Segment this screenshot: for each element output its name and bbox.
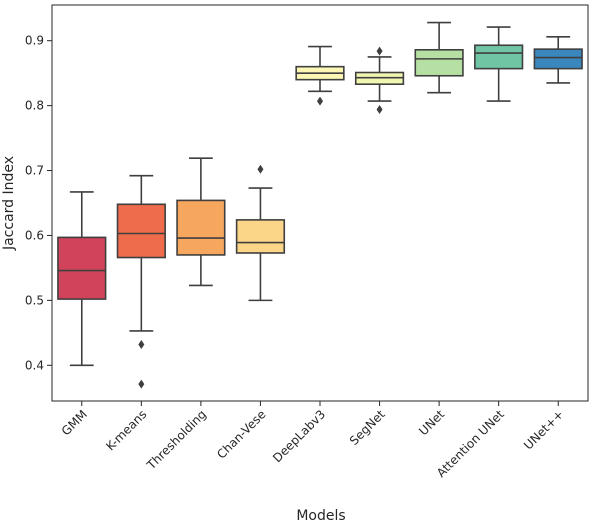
outlier-point <box>376 105 383 115</box>
x-axis-title: Models <box>296 508 345 524</box>
iqr-box <box>414 48 464 77</box>
box-group <box>414 21 464 94</box>
box-group <box>295 45 345 106</box>
y-tick-label: 0.8 <box>25 99 44 113</box>
outlier-point <box>317 96 323 106</box>
iqr-box <box>533 48 583 70</box>
x-tick-label: UNet++ <box>521 407 566 452</box>
y-tick-label: 0.4 <box>25 358 44 372</box>
y-tick-label: 0.5 <box>25 293 44 307</box>
y-tick-label: 0.9 <box>25 34 44 48</box>
iqr-box <box>235 219 286 254</box>
iqr-box <box>176 199 226 256</box>
box-group <box>533 36 583 84</box>
plot-area <box>57 21 583 389</box>
x-tick-label: DeepLabv3 <box>270 407 328 465</box>
outlier-point <box>138 379 145 389</box>
y-axis: 0.4 0.5 0.6 0.7 0.8 0.9 <box>25 34 52 372</box>
box-group <box>57 191 107 367</box>
x-tick-label: Thresholding <box>143 407 209 473</box>
iqr-box <box>474 44 524 70</box>
box-group <box>235 164 286 302</box>
outlier-point <box>138 340 145 350</box>
y-tick-label: 0.6 <box>25 228 44 242</box>
y-tick-label: 0.7 <box>25 164 44 178</box>
x-tick-label: Chan-Vese <box>214 407 268 461</box>
x-tick-label: SegNet <box>347 407 388 448</box>
x-tick-label: GMM <box>59 407 90 438</box>
iqr-box <box>57 236 107 300</box>
outlier-point <box>257 164 264 174</box>
x-tick-label: K-means <box>103 407 149 453</box>
box-group <box>176 157 226 287</box>
box-group <box>354 46 405 115</box>
iqr-box <box>116 203 166 259</box>
box-group <box>474 26 524 102</box>
y-axis-title: Jaccard Index <box>1 156 17 251</box>
x-tick-label: UNet <box>416 407 447 438</box>
box-group <box>116 174 166 389</box>
outlier-point <box>376 46 383 56</box>
